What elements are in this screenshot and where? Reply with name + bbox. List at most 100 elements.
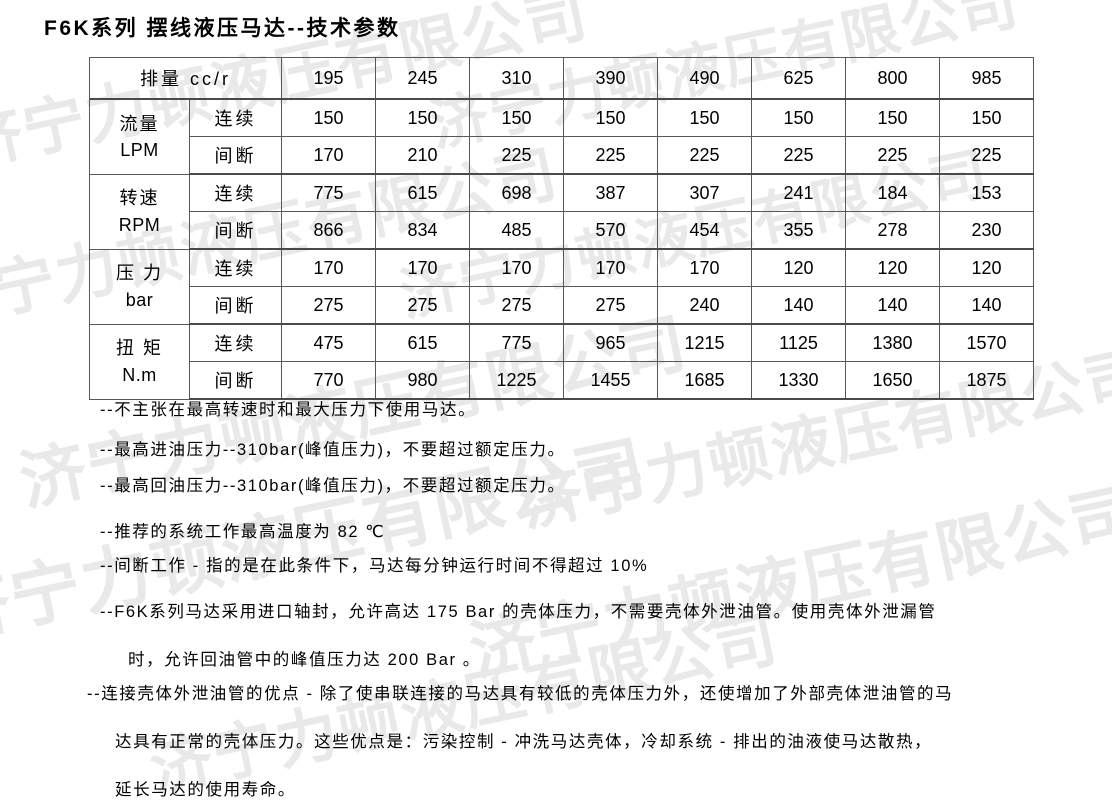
table-cell-value: 150 (469, 98, 564, 137)
note-item: --F6K系列马达采用进口轴封，允许高达 175 Bar 的壳体压力，不需要壳体… (100, 598, 937, 670)
row-group-label: 转速 RPM (89, 173, 190, 250)
row-group-unit: RPM (118, 214, 161, 235)
table-header-row: 排量 cc/r 195 245 310 390 490 625 800 985 (89, 57, 1034, 100)
note-line: --最高回油压力--310bar(峰值压力)，不要超过额定压力。 (100, 477, 566, 495)
row-group-name: 转速 (119, 188, 160, 209)
table-cell-value: 150 (563, 98, 658, 137)
table-cell-value: 140 (939, 286, 1034, 325)
table-cell-value: 170 (281, 248, 376, 287)
row-mode-label: 间断 (189, 286, 282, 325)
header-displacement-value: 390 (563, 57, 658, 100)
header-displacement-value: 490 (657, 57, 752, 100)
header-displacement-value: 625 (751, 57, 846, 100)
table-cell-value: 153 (939, 173, 1034, 212)
row-mode-label: 连续 (189, 98, 282, 137)
table-cell-value: 1650 (845, 361, 940, 400)
table-cell-value: 1330 (751, 361, 846, 400)
row-group-name: 流量 (119, 113, 160, 134)
table-row: 间断 770 980 1225 1455 1685 1330 1650 1875 (90, 361, 1034, 400)
table-cell-value: 275 (281, 286, 376, 325)
table-cell-value: 120 (939, 248, 1034, 287)
row-mode-label: 间断 (189, 211, 282, 250)
row-mode-label: 间断 (189, 361, 282, 400)
row-group-unit: LPM (120, 139, 159, 160)
table-cell-value: 241 (751, 173, 846, 212)
table-cell-value: 150 (281, 98, 376, 137)
header-displacement-value: 195 (281, 57, 376, 100)
table-cell-value: 240 (657, 286, 752, 325)
table-cell-value: 615 (375, 173, 470, 212)
table-row: 流量 LPM 连续 150 150 150 150 150 150 150 150 (89, 98, 1034, 175)
note-line: --间断工作 - 指的是在此条件下，马达每分钟运行时间不得超过 10% (100, 557, 649, 575)
note-line: --连接壳体外泄油管的优点 - 除了使串联连接的马达具有较低的壳体压力外，还使增… (87, 685, 954, 703)
header-displacement-value: 310 (469, 57, 564, 100)
table-cell-value: 275 (563, 286, 658, 325)
table-cell-value: 770 (281, 361, 376, 400)
row-mode-label: 连续 (189, 323, 282, 362)
table-cell-value: 225 (751, 136, 846, 175)
table-cell-value: 150 (751, 98, 846, 137)
table-cell-value: 775 (469, 323, 564, 362)
table-row: 转速 RPM 连续 775 615 698 387 307 241 184 153 (89, 173, 1034, 250)
table-cell-value: 834 (375, 211, 470, 250)
table-cell-value: 387 (563, 173, 658, 212)
row-group-label: 流量 LPM (89, 98, 190, 175)
table-cell-value: 1570 (939, 323, 1034, 362)
table-cell-value: 150 (845, 98, 940, 137)
table-cell-value: 210 (375, 136, 470, 175)
table-cell-value: 355 (751, 211, 846, 250)
table-cell-value: 454 (657, 211, 752, 250)
table-body: 排量 cc/r 195 245 310 390 490 625 800 985 流量 LPM 连续 15… (89, 57, 1034, 400)
table-cell-value: 120 (751, 248, 846, 287)
table-cell-value: 140 (845, 286, 940, 325)
row-group-label: 扭 矩 N.m (89, 323, 190, 400)
table-cell-value: 140 (751, 286, 846, 325)
table-cell-value: 965 (563, 323, 658, 362)
table-cell-value: 1225 (469, 361, 564, 400)
table-cell-value: 278 (845, 211, 940, 250)
table-cell-value: 150 (657, 98, 752, 137)
note-line: 延长马达的使用寿命。 (115, 781, 296, 799)
note-line: --F6K系列马达采用进口轴封，允许高达 175 Bar 的壳体压力，不需要壳体… (100, 603, 937, 621)
table-cell-value: 225 (845, 136, 940, 175)
table-cell-value: 120 (845, 248, 940, 287)
table-cell-value: 1380 (845, 323, 940, 362)
table-cell-value: 570 (563, 211, 658, 250)
header-displacement-label: 排量 cc/r (89, 57, 282, 100)
note-item: --间断工作 - 指的是在此条件下，马达每分钟运行时间不得超过 10% (100, 552, 648, 576)
table-cell-value: 150 (375, 98, 470, 137)
note-item: --推荐的系统工作最高温度为 82 ℃ (100, 518, 385, 542)
row-group-name: 扭 矩 (115, 338, 163, 359)
header-displacement-value: 245 (375, 57, 470, 100)
note-item: --最高回油压力--310bar(峰值压力)，不要超过额定压力。 (100, 472, 566, 496)
note-item: --最高进油压力--310bar(峰值压力)，不要超过额定压力。 (100, 436, 566, 460)
table-cell-value: 1455 (563, 361, 658, 400)
table-row: 间断 275 275 275 275 240 140 140 140 (90, 286, 1034, 325)
table-cell-value: 150 (939, 98, 1034, 137)
table-cell-value: 485 (469, 211, 564, 250)
specification-table: 排量 cc/r 195 245 310 390 490 625 800 985 流量 LPM 连续 15… (89, 57, 1034, 400)
table-cell-value: 1875 (939, 361, 1034, 400)
table-cell-value: 225 (563, 136, 658, 175)
row-group-name: 压 力 (115, 263, 163, 284)
row-group-unit: N.m (122, 364, 157, 385)
table-cell-value: 1125 (751, 323, 846, 362)
table-cell-value: 698 (469, 173, 564, 212)
note-item: --不主张在最高转速时和最大压力下使用马达。 (100, 396, 476, 420)
header-displacement-value: 985 (939, 57, 1034, 100)
note-line: --最高进油压力--310bar(峰值压力)，不要超过额定压力。 (100, 441, 566, 459)
row-mode-label: 连续 (189, 248, 282, 287)
header-displacement-value: 800 (845, 57, 940, 100)
table-cell-value: 866 (281, 211, 376, 250)
row-group-label: 压 力 bar (89, 248, 190, 325)
note-line: --推荐的系统工作最高温度为 82 ℃ (100, 523, 386, 541)
table-cell-value: 980 (375, 361, 470, 400)
table-cell-value: 170 (281, 136, 376, 175)
table-cell-value: 307 (657, 173, 752, 212)
note-line: 达具有正常的壳体压力。这些优点是：污染控制 - 冲洗马达壳体，冷却系统 - 排出… (115, 733, 933, 751)
table-row: 压 力 bar 连续 170 170 170 170 170 120 120 120 (89, 248, 1034, 325)
table-cell-value: 615 (375, 323, 470, 362)
row-mode-label: 连续 (189, 173, 282, 212)
page-title: F6K系列 摆线液压马达--技术参数 (44, 17, 401, 40)
spec-table-container: 排量 cc/r 195 245 310 390 490 625 800 985 流量 LPM 连续 15… (89, 57, 1034, 400)
